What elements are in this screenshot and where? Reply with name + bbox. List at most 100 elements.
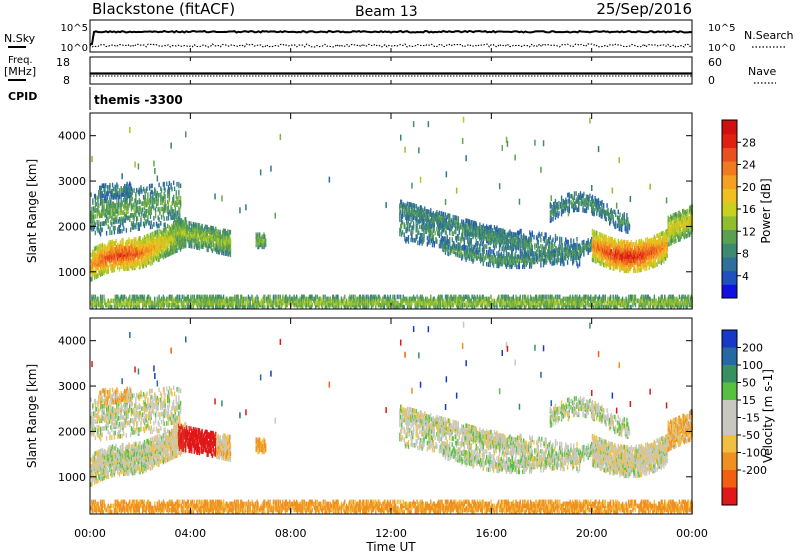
power-cell: [209, 243, 211, 249]
power-cell: [501, 145, 503, 151]
power-cell: [210, 302, 212, 308]
power-cell: [130, 202, 133, 208]
power-cell: [151, 300, 153, 306]
power-cell: [170, 250, 172, 256]
power-cell: [106, 210, 109, 216]
power-cell: [190, 304, 192, 310]
power-cell: [134, 294, 136, 300]
power-cell: [305, 300, 307, 306]
power-cell: [117, 242, 119, 248]
power-cell: [130, 213, 132, 218]
power-cell: [136, 187, 138, 193]
power-cell: [228, 250, 231, 255]
power-cell: [163, 235, 165, 241]
power-cell: [101, 298, 103, 304]
power-cell: [129, 191, 131, 197]
power-cell: [387, 300, 389, 306]
power-cell: [177, 298, 179, 304]
power-cell: [277, 294, 280, 300]
power-cell: [136, 216, 139, 221]
power-cell: [217, 233, 220, 238]
power-cell: [260, 298, 263, 304]
power-cell: [157, 241, 159, 246]
power-cell: [112, 298, 115, 304]
power-cell: [388, 298, 391, 304]
power-cell: [211, 230, 214, 235]
power-cell: [318, 300, 320, 306]
power-cell: [98, 300, 100, 306]
power-cell: [142, 239, 145, 244]
power-cell: [176, 294, 178, 300]
power-cell: [226, 231, 228, 236]
power-cell: [196, 294, 198, 300]
power-cell: [359, 298, 361, 304]
power-cell: [259, 300, 262, 306]
power-cell: [152, 239, 154, 245]
power-cell: [175, 194, 177, 199]
power-cell: [452, 231, 454, 236]
power-cell: [111, 222, 113, 227]
power-cell: [142, 263, 145, 269]
power-cell: [105, 261, 108, 267]
power-cell: [408, 210, 410, 215]
power-cell: [345, 300, 347, 306]
power-cell: [198, 241, 201, 247]
power-cell: [131, 213, 134, 218]
power-cell: [167, 252, 169, 257]
power-cell: [262, 296, 264, 302]
power-cell: [409, 296, 411, 302]
power-cell: [145, 202, 147, 208]
power-cell: [118, 210, 120, 216]
power-cell: [117, 184, 119, 189]
power-cell: [444, 212, 447, 217]
power-cell: [121, 294, 123, 300]
power-cell: [222, 298, 225, 304]
power-cell: [173, 245, 176, 250]
power-cell: [91, 276, 93, 282]
power-cell: [401, 298, 404, 304]
power-cell: [207, 304, 209, 310]
power-cell: [308, 304, 311, 310]
power-cell: [107, 265, 109, 270]
power-cell: [209, 298, 211, 304]
power-cell: [176, 202, 178, 207]
power-cell: [182, 233, 184, 239]
power-cell: [489, 262, 491, 268]
power-cell: [375, 298, 377, 304]
power-cell: [349, 298, 351, 304]
power-cell: [210, 242, 213, 247]
power-cell: [402, 294, 404, 300]
power-cell: [135, 243, 137, 248]
power-cell: [154, 238, 157, 243]
power-cell: [375, 294, 377, 300]
power-cell: [114, 207, 116, 212]
power-cell: [152, 231, 154, 237]
power-cell: [136, 206, 139, 211]
power-cell: [152, 203, 154, 209]
power-cell: [105, 231, 108, 236]
power-cell: [107, 250, 109, 256]
power-cell: [299, 296, 301, 302]
power-cell: [110, 214, 112, 219]
power-cell: [276, 300, 278, 306]
power-cell: [118, 194, 120, 200]
power-cell: [352, 294, 355, 300]
power-cell: [403, 212, 405, 218]
power-cell: [94, 300, 97, 306]
power-cell: [178, 298, 180, 304]
power-cell: [197, 239, 199, 244]
power-cell: [173, 229, 175, 234]
power-cell: [228, 233, 231, 239]
power-cell: [417, 212, 419, 218]
power-cell: [104, 266, 106, 271]
power-cell: [313, 296, 315, 302]
power-cell: [138, 187, 140, 193]
power-cell: [486, 249, 488, 255]
power-cell: [185, 224, 187, 229]
power-cell: [164, 198, 166, 203]
power-cell: [222, 248, 224, 254]
power-cell: [113, 229, 116, 235]
power-cell: [189, 298, 191, 304]
power-cell: [328, 302, 330, 308]
power-cell: [228, 300, 231, 306]
